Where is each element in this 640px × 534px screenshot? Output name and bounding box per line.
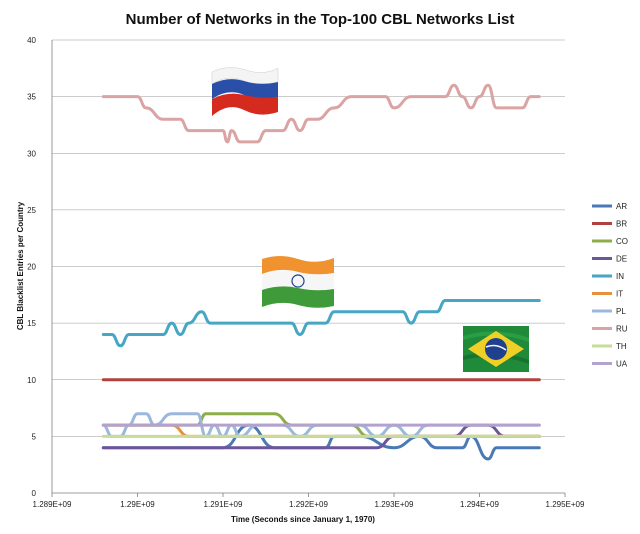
legend-label-co: CO <box>616 237 628 246</box>
gridlines <box>52 39 565 437</box>
series-line-in <box>101 298 541 348</box>
series-line-ru <box>101 83 541 144</box>
x-axis-label: Time (Seconds since January 1, 1970) <box>231 515 375 524</box>
chart-title: Number of Networks in the Top-100 CBL Ne… <box>126 11 515 28</box>
x-tick-label: 1.294E+09 <box>460 500 499 509</box>
legend-label-ua: UA <box>616 360 628 369</box>
series-line-it <box>101 423 541 438</box>
legend-label-ru: RU <box>616 325 628 334</box>
y-tick-label: 0 <box>32 489 37 498</box>
series-line-ar <box>101 423 541 461</box>
legend-label-br: BR <box>616 220 627 229</box>
y-tick-label: 10 <box>27 376 36 385</box>
legend-label-de: DE <box>616 255 627 264</box>
russia-flag <box>211 67 279 116</box>
legend-label-ar: AR <box>616 202 627 211</box>
y-tick-label: 30 <box>27 149 36 158</box>
legend-label-th: TH <box>616 342 627 351</box>
y-tick-label: 40 <box>27 36 36 45</box>
legend-label-in: IN <box>616 272 624 281</box>
x-tick-label: 1.289E+09 <box>33 500 72 509</box>
y-tick-labels: 0 5 10 15 20 25 30 35 40 <box>27 36 36 498</box>
axes <box>51 40 566 497</box>
y-tick-label: 5 <box>32 432 37 441</box>
x-tick-labels: 1.289E+09 1.29E+09 1.291E+09 1.292E+09 1.293… <box>33 500 585 509</box>
y-tick-label: 35 <box>27 93 36 102</box>
legend: AR BR CO DE IN IT PL RU TH UA <box>592 202 628 369</box>
y-tick-label: 25 <box>27 206 36 215</box>
series-lines <box>101 83 541 461</box>
x-tick-label: 1.29E+09 <box>120 500 155 509</box>
y-tick-label: 20 <box>27 263 36 272</box>
legend-label-it: IT <box>616 290 623 299</box>
brazil-flag <box>463 326 529 372</box>
india-flag <box>262 256 334 308</box>
x-tick-label: 1.292E+09 <box>289 500 328 509</box>
y-axis-label: CBL Blacklist Entries per Country <box>16 201 25 330</box>
x-tick-label: 1.291E+09 <box>204 500 243 509</box>
legend-label-pl: PL <box>616 307 626 316</box>
x-tick-label: 1.295E+09 <box>546 500 585 509</box>
x-tick-label: 1.293E+09 <box>375 500 414 509</box>
y-tick-label: 15 <box>27 319 36 328</box>
